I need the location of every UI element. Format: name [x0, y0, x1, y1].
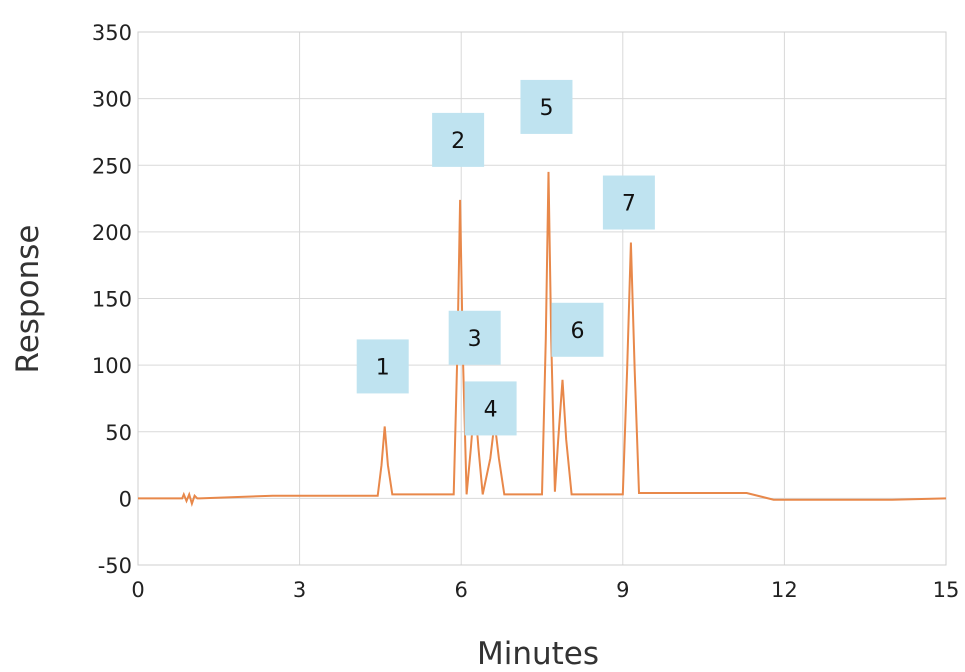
peak-label-box: [448, 310, 501, 365]
peak-label-6: 6: [551, 302, 604, 357]
peak-label-4: 4: [464, 381, 517, 436]
y-tick-label: 50: [105, 421, 132, 445]
x-tick-label: 12: [771, 578, 798, 602]
peak-label-box: [464, 381, 517, 436]
peak-label-7: 7: [602, 175, 655, 230]
peak-label-text: 3: [468, 327, 482, 352]
peak-label-2: 2: [432, 112, 485, 167]
peak-label-box: [432, 112, 485, 167]
peak-label-3: 3: [448, 310, 501, 365]
y-tick-label: 0: [119, 487, 132, 511]
y-tick-label: 350: [92, 21, 132, 45]
y-tick-label: -50: [98, 554, 132, 578]
peak-label-1: 1: [356, 339, 409, 394]
y-tick-label: 100: [92, 354, 132, 378]
x-axis-title: Minutes: [477, 636, 599, 672]
x-axis-ticks: 0 3 6 9 12 15: [131, 578, 959, 602]
x-tick-label: 9: [616, 578, 629, 602]
peak-label-text: 7: [622, 192, 636, 217]
peak-label-box: [520, 79, 573, 134]
peak-label-text: 4: [484, 397, 498, 422]
peak-label-text: 1: [376, 355, 390, 380]
y-tick-label: 300: [92, 88, 132, 112]
y-axis-ticks: -50 0 50 100 150 200 250 300 350: [92, 21, 132, 578]
peak-label-text: 6: [570, 319, 584, 344]
plot-frame: [137, 31, 947, 566]
y-axis-title: Response: [10, 225, 46, 374]
x-tick-label: 6: [455, 578, 468, 602]
peak-label-box: [602, 175, 655, 230]
peak-label-box: [356, 339, 409, 394]
x-tick-label: 3: [293, 578, 306, 602]
peak-label-5: 5: [520, 79, 573, 134]
x-tick-label: 0: [131, 578, 144, 602]
y-tick-label: 200: [92, 221, 132, 245]
x-tick-label: 15: [933, 578, 960, 602]
y-tick-label: 250: [92, 154, 132, 178]
peak-label-text: 2: [451, 129, 465, 154]
y-tick-label: 150: [92, 288, 132, 312]
peak-label-text: 5: [539, 96, 553, 121]
response-trace-line: [138, 171, 947, 508]
peak-label-box: [551, 302, 604, 357]
peak-labels: 1 2 3 4 5 6 7: [356, 79, 655, 436]
